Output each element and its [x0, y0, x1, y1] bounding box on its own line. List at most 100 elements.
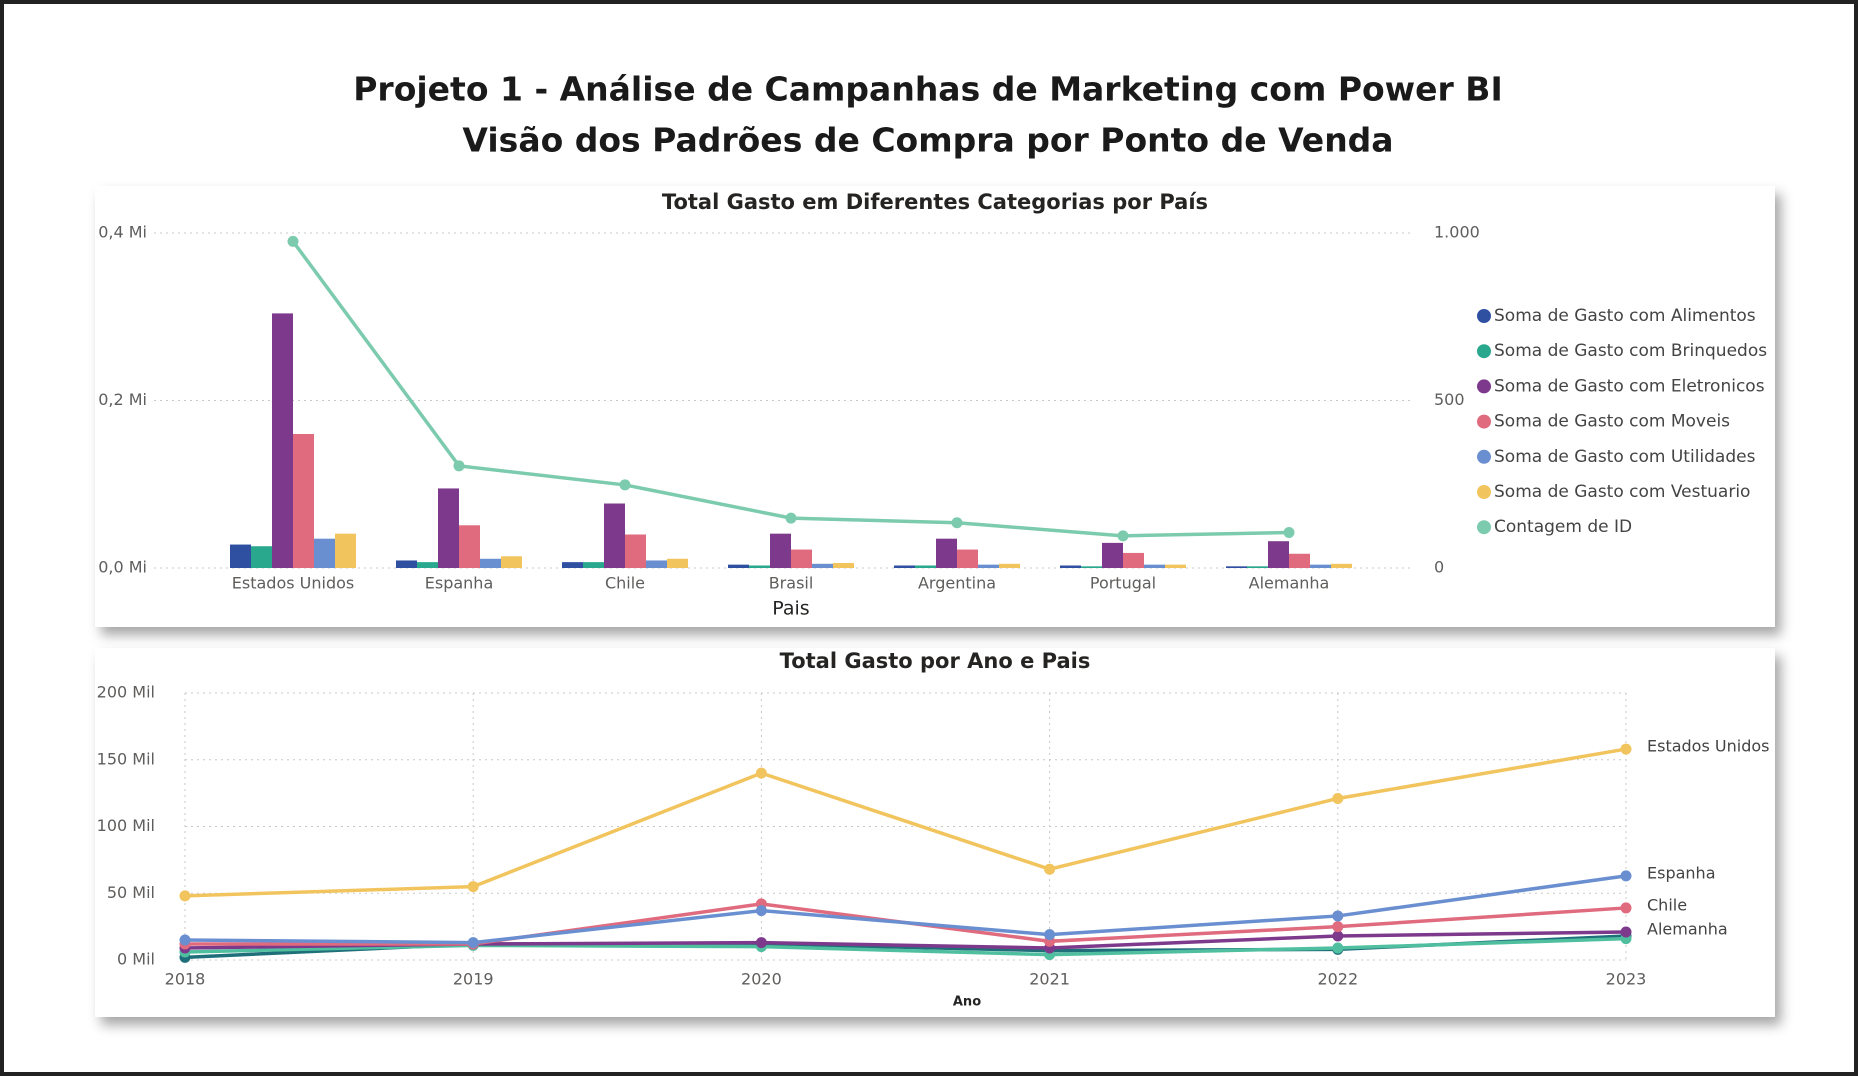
point [785, 512, 797, 524]
point [1620, 902, 1632, 914]
bar [646, 560, 667, 568]
legend-label: Soma de Gasto com Moveis [1494, 412, 1730, 432]
bar [314, 538, 335, 568]
chart-title: Total Gasto por Ano e Pais [780, 649, 1091, 673]
y2-tick-label: 1.000 [1434, 223, 1480, 242]
x-axis-title: Ano [953, 995, 981, 1010]
legend-marker [1477, 485, 1491, 499]
y-tick-label: 0,4 Mi [98, 223, 147, 242]
x-tick-label: Argentina [918, 574, 996, 593]
point [1332, 942, 1344, 954]
line [184, 874, 1627, 945]
point [1283, 526, 1295, 538]
bar [915, 565, 936, 568]
point [467, 937, 479, 949]
y-tick-label: 0 Mil [117, 950, 155, 969]
legend-marker [1477, 414, 1491, 429]
bar [459, 525, 480, 568]
bar [1331, 563, 1352, 568]
bar [417, 562, 438, 568]
y-tick-label: 0,0 Mi [98, 558, 147, 577]
bar [335, 533, 356, 568]
bar [562, 562, 583, 568]
point [453, 460, 465, 472]
legend-label: Soma de Gasto com Eletronicos [1494, 376, 1765, 396]
point [1117, 530, 1129, 542]
point [467, 881, 479, 893]
legend-label: Contagem de ID [1494, 517, 1632, 537]
bar [438, 488, 459, 568]
y-tick-label: 100 Mil [97, 816, 155, 835]
bar [293, 434, 314, 568]
x-tick-label: 2022 [1317, 970, 1358, 989]
point [951, 517, 963, 529]
point [755, 905, 767, 917]
legend-label: Soma de Gasto com Vestuario [1494, 482, 1750, 502]
x-tick-label: Portugal [1090, 574, 1156, 593]
point [287, 235, 299, 247]
series-label: Chile [1647, 895, 1687, 914]
point [179, 890, 191, 902]
bar [1268, 541, 1289, 568]
x-tick-label: 2021 [1029, 970, 1070, 989]
point [1044, 863, 1056, 875]
bar [999, 563, 1020, 568]
bar [1310, 564, 1331, 568]
legend-marker [1477, 449, 1491, 464]
bar [978, 564, 999, 568]
series-label: Alemanha [1647, 919, 1728, 938]
bar [396, 560, 417, 568]
y-tick-label: 200 Mil [97, 683, 155, 702]
y2-tick-label: 0 [1434, 558, 1444, 577]
bar [667, 558, 688, 568]
legend-marker [1477, 520, 1491, 535]
line [184, 747, 1627, 898]
bar [833, 562, 854, 568]
bar [894, 565, 915, 568]
bar [583, 562, 604, 568]
bar [957, 549, 978, 568]
bar [1144, 564, 1165, 568]
bar [625, 534, 646, 568]
x-tick-label: Estados Unidos [232, 574, 354, 593]
bar [272, 313, 293, 568]
bar [791, 549, 812, 568]
bar [728, 564, 749, 568]
legend-label: Soma de Gasto com Alimentos [1494, 306, 1756, 326]
bar [1289, 553, 1310, 568]
point [1332, 910, 1344, 922]
bar [230, 544, 251, 568]
point [1620, 870, 1632, 882]
y2-tick-label: 500 [1434, 390, 1465, 409]
x-tick-label: 2023 [1606, 970, 1647, 989]
bar [770, 533, 791, 568]
bar [1226, 566, 1247, 568]
bar [604, 503, 625, 568]
line [184, 936, 1627, 957]
x-tick-label: Chile [605, 574, 645, 593]
page-subtitle: Visão dos Padrões de Compra por Ponto de… [462, 121, 1393, 160]
chart-title: Total Gasto em Diferentes Categorias por… [662, 190, 1208, 214]
point [755, 937, 767, 949]
y-tick-label: 50 Mil [107, 883, 155, 902]
point [1620, 743, 1632, 755]
bar [812, 563, 833, 568]
point [1044, 929, 1056, 941]
legend-marker [1477, 344, 1491, 359]
legend-label: Soma de Gasto com Utilidades [1494, 447, 1756, 467]
y-tick-label: 150 Mil [97, 749, 155, 768]
legend-label: Soma de Gasto com Brinquedos [1494, 341, 1767, 361]
point [1332, 792, 1344, 804]
bar [1102, 542, 1123, 568]
x-tick-label: Brasil [769, 574, 814, 593]
bar [749, 565, 770, 568]
panel [95, 186, 1775, 627]
bar [1247, 566, 1268, 568]
point [755, 767, 767, 779]
x-tick-label: Espanha [425, 574, 494, 593]
legend-marker [1477, 379, 1491, 394]
x-tick-label: 2019 [453, 970, 494, 989]
page-title: Projeto 1 - Análise de Campanhas de Mark… [353, 70, 1503, 109]
bar [1081, 566, 1102, 568]
x-axis-title: Pais [772, 598, 809, 620]
